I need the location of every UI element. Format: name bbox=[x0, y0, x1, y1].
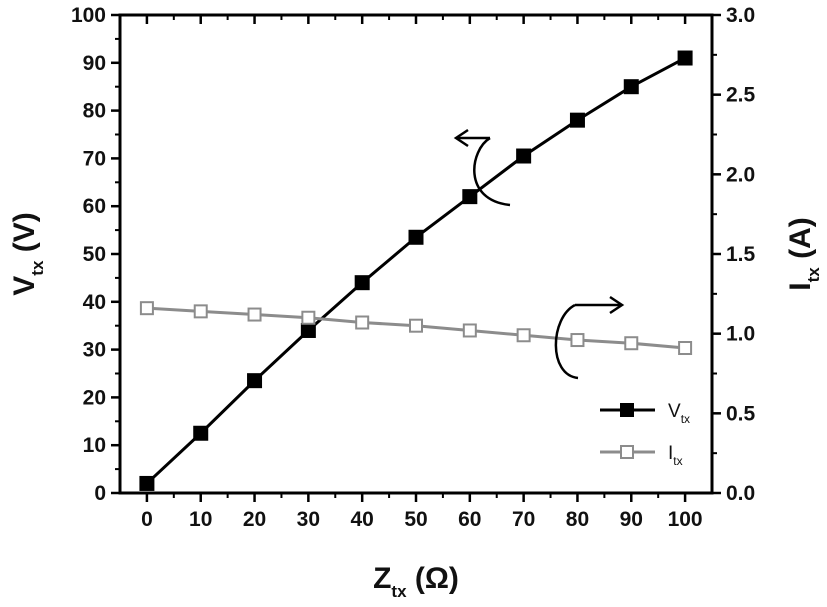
x-tick-label: 100 bbox=[668, 508, 703, 531]
x-tick-label: 0 bbox=[141, 508, 153, 531]
data-point-Vtx bbox=[516, 148, 532, 164]
y-left-axis-title-group: Vtx (V) bbox=[8, 212, 47, 295]
y-right-axis-title-group: Itx (A) bbox=[784, 217, 823, 290]
data-point-Vtx bbox=[677, 50, 693, 66]
curved-arrow-left-annotation bbox=[473, 136, 511, 207]
y-right-tick-label: 0.0 bbox=[726, 482, 755, 505]
y-right-tick-label: 0.5 bbox=[726, 402, 756, 425]
data-point-Vtx bbox=[408, 229, 424, 245]
arrowhead-right-icon bbox=[609, 295, 625, 315]
arrowhead-left-icon bbox=[453, 128, 469, 148]
data-point-Vtx bbox=[623, 79, 639, 95]
plot-frame bbox=[118, 13, 714, 495]
data-point-Itx bbox=[193, 304, 208, 319]
x-axis-title: Ztx (Ω) bbox=[373, 562, 459, 601]
y-left-tick-label: 20 bbox=[83, 386, 106, 409]
data-point-Vtx bbox=[300, 322, 316, 338]
legend-marker-Vtx bbox=[620, 403, 634, 417]
y-left-tick-label: 100 bbox=[71, 4, 106, 27]
x-tick-label: 90 bbox=[620, 508, 643, 531]
data-point-Itx bbox=[301, 310, 316, 325]
data-point-Itx bbox=[678, 341, 693, 356]
x-tick-label: 30 bbox=[297, 508, 320, 531]
data-point-Itx bbox=[570, 333, 585, 348]
data-point-Itx bbox=[247, 307, 262, 322]
y-left-axis-title: Vtx (V) bbox=[8, 212, 47, 295]
data-point-Vtx bbox=[139, 475, 155, 491]
legend-label-Vtx: Vtx bbox=[668, 401, 690, 426]
x-tick-label: 40 bbox=[351, 508, 374, 531]
y-right-tick-label: 1.5 bbox=[726, 243, 756, 266]
data-point-Itx bbox=[462, 323, 477, 338]
data-point-Vtx bbox=[569, 112, 585, 128]
y-left-tick-label: 0 bbox=[94, 482, 106, 505]
data-point-Itx bbox=[624, 336, 639, 351]
y-left-tick-label: 40 bbox=[83, 291, 106, 314]
y-right-tick-label: 3.0 bbox=[726, 4, 755, 27]
data-point-Itx bbox=[516, 328, 531, 343]
series-line-Vtx bbox=[145, 56, 686, 485]
x-tick-label: 10 bbox=[189, 508, 212, 531]
legend-marker-Itx bbox=[620, 445, 634, 459]
y-left-tick-label: 80 bbox=[83, 100, 106, 123]
data-point-Vtx bbox=[247, 373, 263, 389]
y-right-tick-label: 1.0 bbox=[726, 323, 755, 346]
legend-label-Itx: Itx bbox=[668, 443, 683, 468]
data-point-Vtx bbox=[354, 275, 370, 291]
y-left-tick-label: 70 bbox=[83, 147, 106, 170]
y-right-tick-label: 2.5 bbox=[726, 84, 756, 107]
y-left-tick-label: 60 bbox=[83, 195, 106, 218]
x-tick-label: 70 bbox=[512, 508, 535, 531]
y-left-tick-label: 10 bbox=[83, 434, 106, 457]
y-right-tick-label: 2.0 bbox=[726, 163, 755, 186]
x-tick-label: 60 bbox=[458, 508, 481, 531]
data-point-Vtx bbox=[462, 189, 478, 205]
data-point-Itx bbox=[355, 315, 370, 330]
y-left-tick-label: 50 bbox=[83, 243, 106, 266]
y-left-tick-label: 30 bbox=[83, 339, 106, 362]
x-tick-label: 50 bbox=[404, 508, 427, 531]
data-point-Itx bbox=[139, 301, 154, 316]
data-point-Itx bbox=[409, 318, 423, 333]
data-point-Vtx bbox=[193, 425, 209, 441]
x-tick-label: 80 bbox=[566, 508, 589, 531]
y-right-axis-title: Itx (A) bbox=[784, 217, 823, 290]
curved-arrow-right-annotation bbox=[554, 303, 579, 380]
y-left-tick-label: 90 bbox=[83, 52, 106, 75]
x-tick-label: 20 bbox=[243, 508, 266, 531]
